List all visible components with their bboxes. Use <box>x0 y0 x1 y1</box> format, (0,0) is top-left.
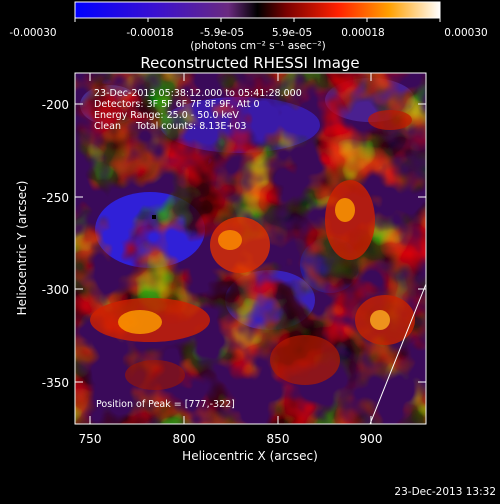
y-axis-label: Heliocentric Y (arcsec) <box>15 181 29 316</box>
colorbar-tick-label: 5.9e-05 <box>272 27 312 39</box>
info-line: Clean Total counts: 8.13E+03 <box>94 121 246 132</box>
x-ticks <box>89 73 372 424</box>
colorbar-tick-label: 0.00018 <box>341 27 384 39</box>
plot-title: Reconstructed RHESSI Image <box>140 54 359 72</box>
info-line: 23-Dec-2013 05:38:12.000 to 05:41:28.000 <box>94 88 302 99</box>
x-tick-label: 900 <box>360 432 383 446</box>
y-tick-label: -350 <box>42 376 69 390</box>
info-line: Detectors: 3F 5F 6F 7F 8F 9F, Att 0 <box>94 99 260 110</box>
timestamp: 23-Dec-2013 13:32 <box>394 486 496 498</box>
y-tick-label: -200 <box>42 98 69 112</box>
x-axis-label: Heliocentric X (arcsec) <box>182 449 318 463</box>
colorbar-tick-label: -5.9e-05 <box>200 27 244 39</box>
peak-position-label: Position of Peak = [777,-322] <box>96 399 235 410</box>
x-tick-label: 800 <box>173 432 196 446</box>
rhessi-image <box>75 73 426 424</box>
colorbar-tick-label: -0.00018 <box>126 27 173 39</box>
info-block: 23-Dec-2013 05:38:12.000 to 05:41:28.000… <box>94 88 302 132</box>
colorbar: -0.00030 -0.00018 -5.9e-05 5.9e-05 0.000… <box>9 1 488 52</box>
y-ticks <box>75 103 426 383</box>
colorbar-units: (photons cm⁻² s⁻¹ asec⁻²) <box>190 40 325 52</box>
colorbar-ticks <box>74 18 441 22</box>
colorbar-tick-label: 0.00030 <box>444 27 487 39</box>
colorbar-gradient <box>74 1 441 19</box>
plot-frame <box>74 72 427 425</box>
info-line: Energy Range: 25.0 - 50.0 keV <box>94 110 239 121</box>
y-tick-label: -250 <box>42 191 69 205</box>
solar-limb-line <box>369 283 426 424</box>
peak-marker <box>152 215 156 219</box>
colorbar-tick-label: -0.00030 <box>9 27 56 39</box>
y-tick-label: -300 <box>42 283 69 297</box>
x-tick-label: 850 <box>267 432 290 446</box>
x-tick-label: 750 <box>79 432 102 446</box>
